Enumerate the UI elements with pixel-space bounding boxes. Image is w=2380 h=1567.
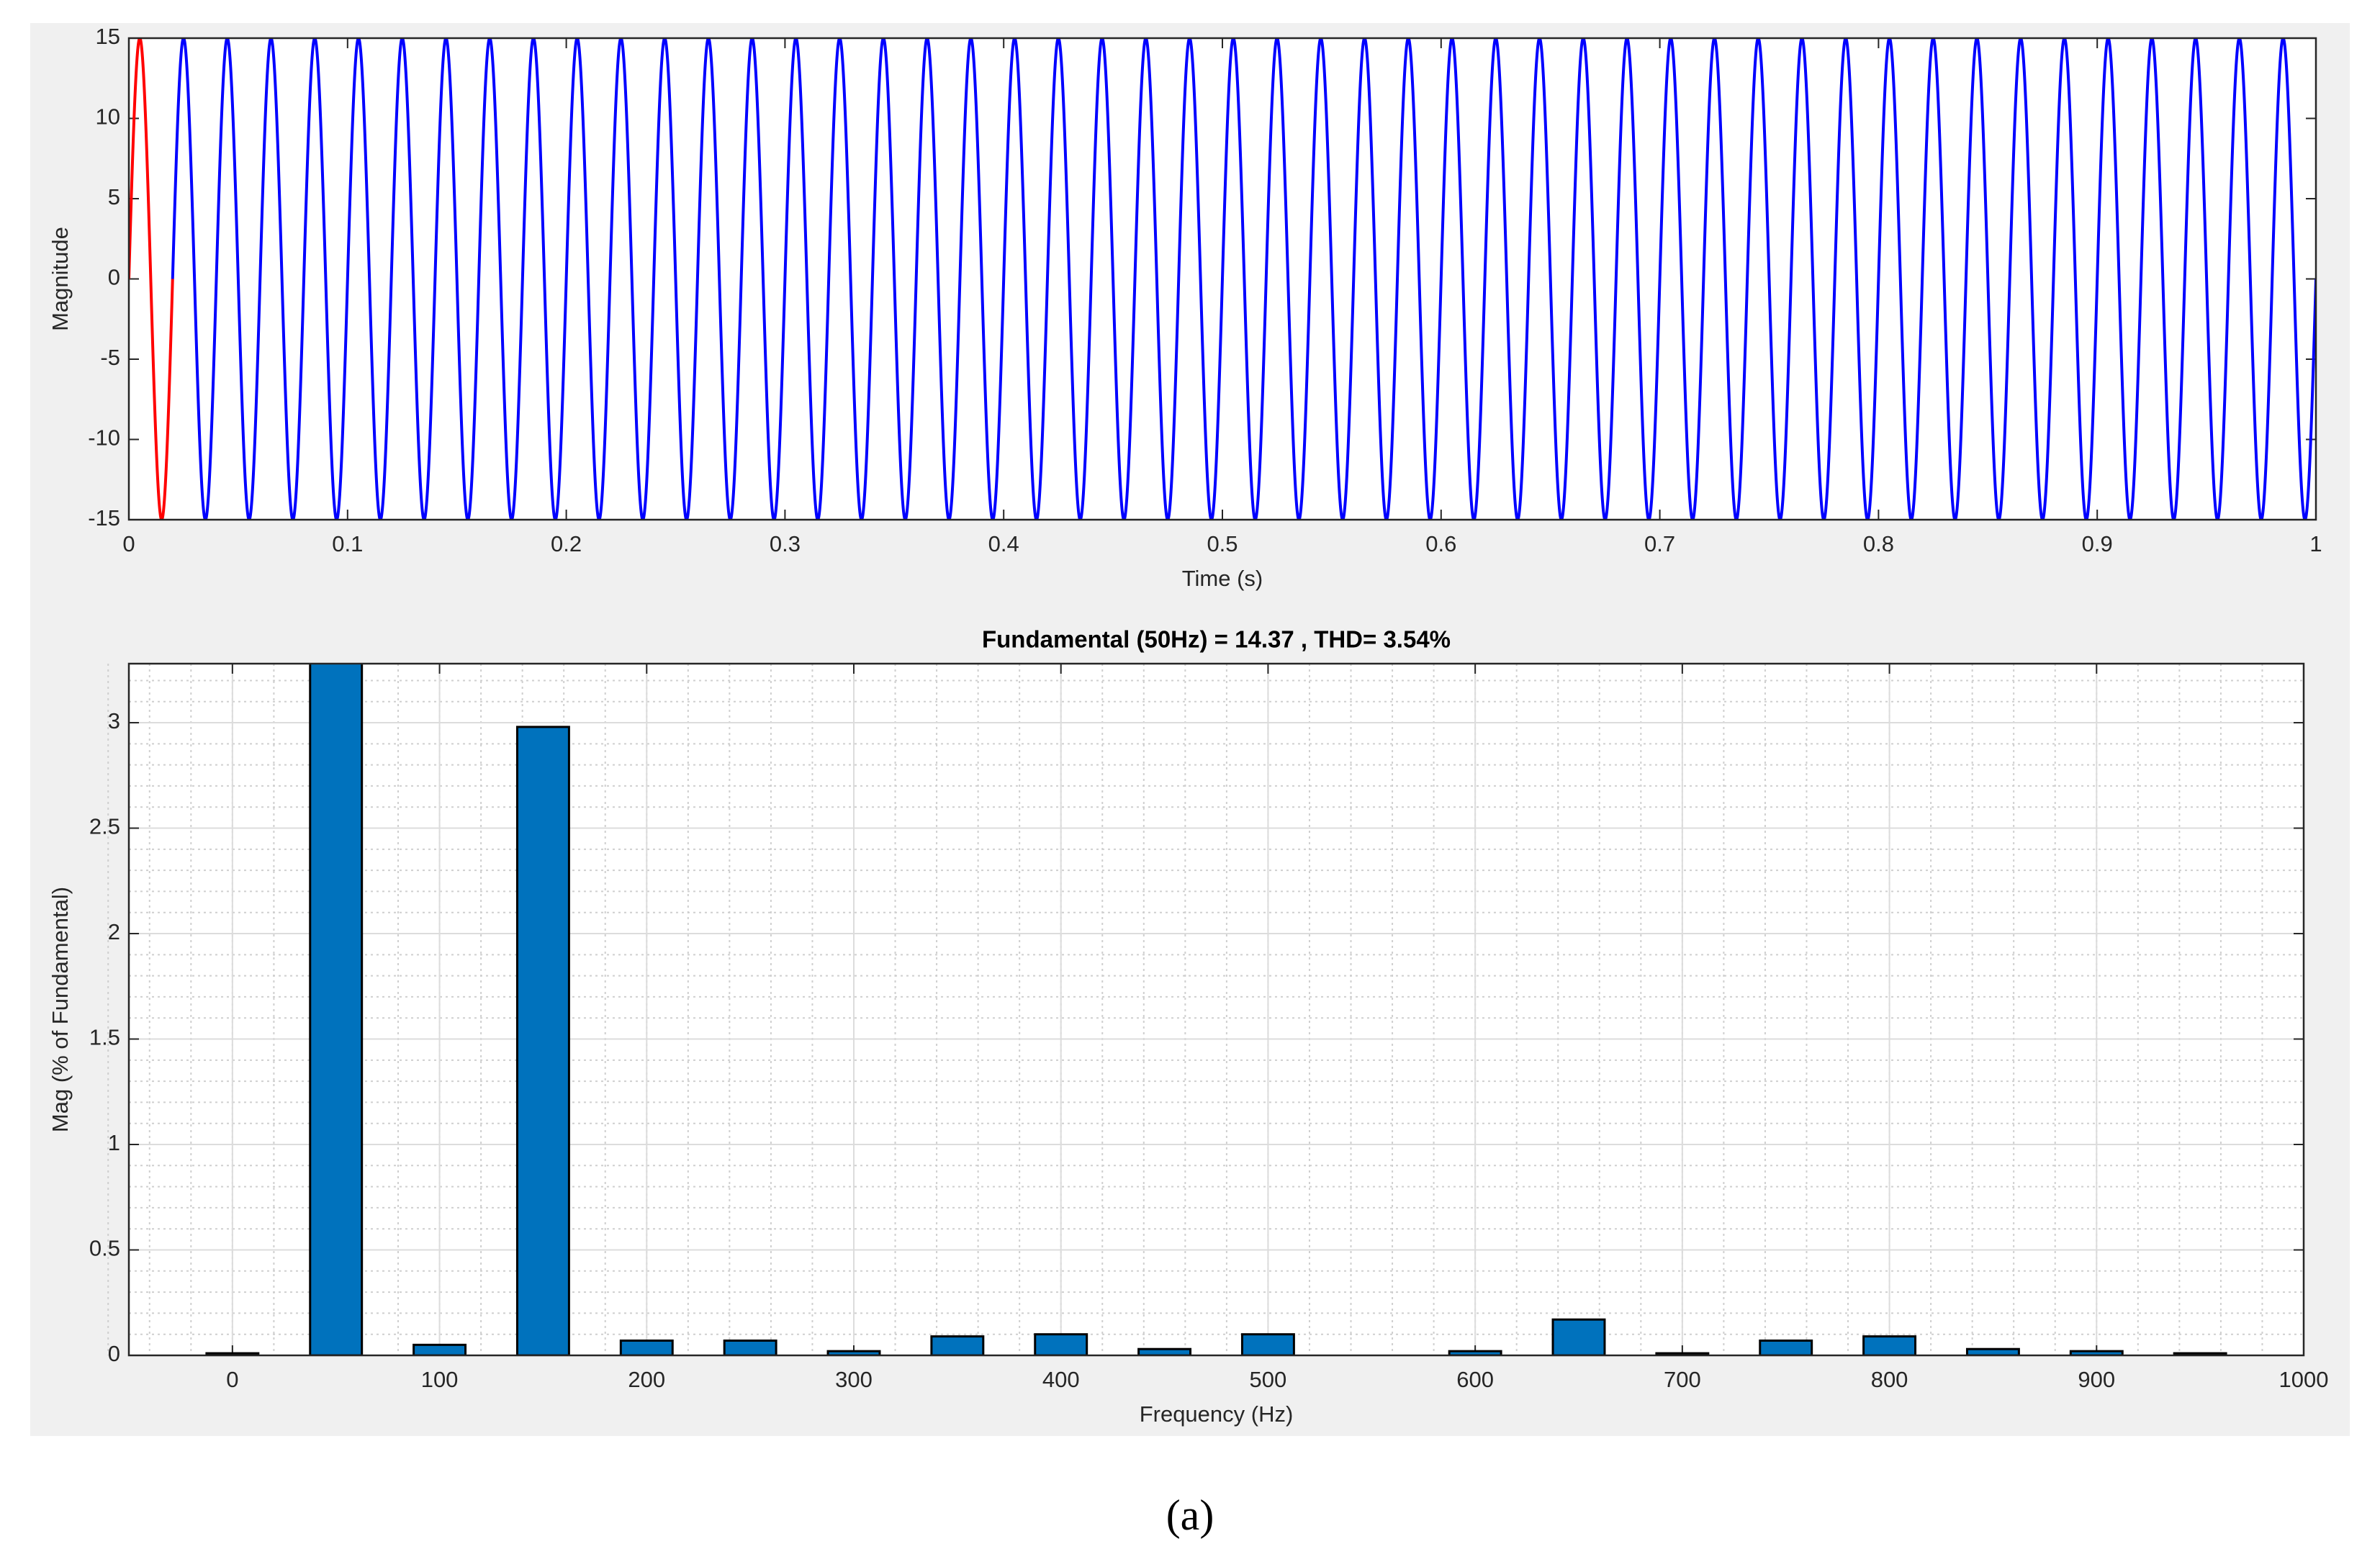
caption: (a) xyxy=(1166,1491,1214,1539)
bar xyxy=(1862,1335,1917,1355)
x-tick-label: 800 xyxy=(1871,1367,1908,1392)
bar xyxy=(1448,1350,1502,1355)
x-tick-label: 100 xyxy=(421,1367,459,1392)
y-tick-label: 0.5 xyxy=(89,1236,120,1261)
bar xyxy=(930,1335,985,1355)
x-tick-label: 0 xyxy=(226,1367,238,1392)
bar xyxy=(515,726,570,1355)
x-tick-label: 300 xyxy=(835,1367,873,1392)
x-tick-label: 0.1 xyxy=(332,531,363,556)
bars xyxy=(205,664,2227,1355)
x-tick-label: 0.3 xyxy=(770,531,801,556)
x-tick-label: 0.4 xyxy=(988,531,1019,556)
y-tick-label: 3 xyxy=(108,708,120,733)
x-tick-label: 900 xyxy=(2078,1367,2115,1392)
bar xyxy=(309,664,364,1355)
x-tick-label: 1000 xyxy=(2279,1367,2329,1392)
y-axis-label: Mag (% of Fundamental) xyxy=(48,887,73,1132)
axes-frame xyxy=(127,662,2305,1357)
signal-line xyxy=(171,38,2316,520)
axes-frame xyxy=(127,37,2317,521)
y-tick-label: 0 xyxy=(108,265,120,290)
y-tick-label: -10 xyxy=(88,425,120,451)
x-tick-label: 0.6 xyxy=(1425,531,1456,556)
bar xyxy=(413,1343,467,1355)
y-tick-label: 15 xyxy=(96,24,120,49)
bar xyxy=(1551,1318,1606,1355)
bar xyxy=(723,1339,777,1355)
plot-lines xyxy=(129,38,2316,520)
bar xyxy=(1034,1333,1088,1355)
y-axis-label: Magnitude xyxy=(48,227,73,331)
y-tick-label: 2.5 xyxy=(89,814,120,839)
x-tick-label: 1 xyxy=(2309,531,2322,556)
y-tick-label: 2 xyxy=(108,919,120,944)
x-tick-label: 0.5 xyxy=(1207,531,1238,556)
signal-line xyxy=(129,38,174,520)
bar xyxy=(2069,1350,2124,1355)
x-tick-label: 500 xyxy=(1250,1367,1287,1392)
x-tick-label: 0.2 xyxy=(551,531,582,556)
x-tick-label: 0.9 xyxy=(2082,531,2113,556)
bar xyxy=(1240,1333,1295,1355)
x-tick-label: 0 xyxy=(122,531,135,556)
y-tick-label: -15 xyxy=(88,505,120,530)
y-tick-label: -5 xyxy=(100,345,120,370)
bar xyxy=(1137,1347,1192,1355)
x-tick-label: 400 xyxy=(1042,1367,1080,1392)
x-tick-label: 0.8 xyxy=(1863,531,1894,556)
x-tick-label: 700 xyxy=(1664,1367,1701,1392)
y-tick-label: 1.5 xyxy=(89,1025,120,1050)
x-tick-label: 600 xyxy=(1456,1367,1494,1392)
x-tick-label: 200 xyxy=(628,1367,665,1392)
bar xyxy=(1759,1339,1813,1355)
plot-area xyxy=(129,664,2304,1355)
x-axis-label: Time (s) xyxy=(1182,566,1263,591)
bar xyxy=(619,1339,674,1355)
chart-title: Fundamental (50Hz) = 14.37 , THD= 3.54% xyxy=(982,626,1451,653)
x-tick-label: 0.7 xyxy=(1644,531,1675,556)
y-tick-label: 1 xyxy=(108,1130,120,1155)
y-tick-label: 5 xyxy=(108,184,120,209)
y-tick-label: 10 xyxy=(96,104,120,130)
x-axis-label: Frequency (Hz) xyxy=(1140,1401,1294,1427)
bar xyxy=(1965,1347,2020,1355)
bar xyxy=(826,1350,881,1355)
y-tick-label: 0 xyxy=(108,1341,120,1366)
